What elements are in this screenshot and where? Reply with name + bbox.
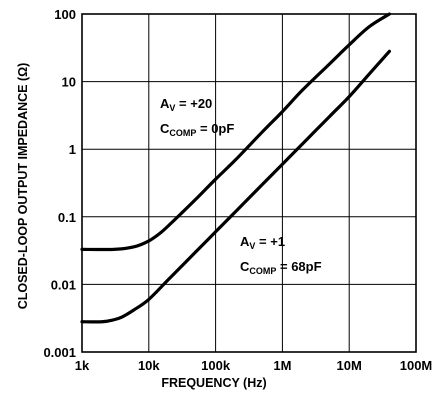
annotation-series-2: AV = +1 CCOMP = 68pF [240, 234, 322, 276]
x-tick-label: 1M [273, 358, 291, 373]
annotation-ccomp-label: CCOMP = 0pF [160, 121, 234, 138]
series-2-line [80, 49, 392, 324]
y-axis-title: CLOSED-LOOP OUTPUT IMPEDANCE (Ω) [16, 63, 30, 310]
plot-frame [81, 13, 417, 353]
y-tick-label: 1 [69, 142, 76, 157]
y-tick-label: 0.1 [58, 210, 76, 225]
x-axis-title: FREQUENCY (Hz) [161, 376, 266, 390]
y-tick-labels: 0.001 0.01 0.1 1 10 100 [43, 7, 76, 360]
x-tick-labels: 1k 10k 100k 1M 10M 100M [75, 358, 433, 373]
x-tick-label: 10M [337, 358, 362, 373]
annotation-ccomp-label: CCOMP = 68pF [240, 259, 322, 276]
x-tick-label: 10k [138, 358, 160, 373]
x-tick-label: 100M [400, 358, 433, 373]
series-1-line [80, 12, 392, 252]
annotation-av-label: AV = +1 [240, 234, 285, 251]
annotation-series-1: AV = +20 CCOMP = 0pF [160, 96, 234, 138]
x-tick-label: 100k [201, 358, 231, 373]
y-tick-label: 100 [54, 7, 76, 22]
annotation-av-label: AV = +20 [160, 96, 212, 113]
x-tick-label: 1k [75, 358, 90, 373]
y-tick-label: 0.001 [43, 345, 76, 360]
curves [80, 12, 392, 324]
y-tick-label: 0.01 [51, 277, 76, 292]
grid [81, 13, 417, 353]
y-tick-label: 10 [62, 75, 76, 90]
